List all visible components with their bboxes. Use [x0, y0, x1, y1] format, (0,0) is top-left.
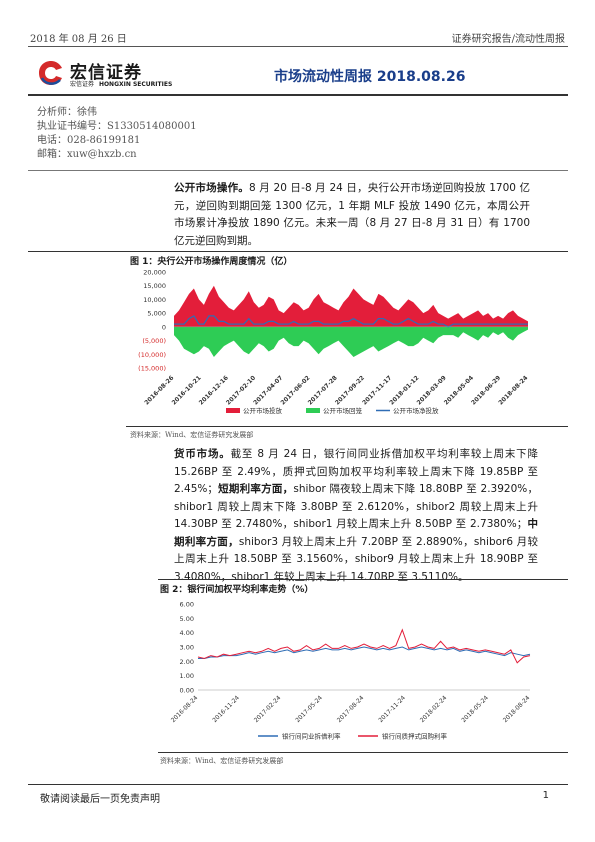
analyst-phone: 电话：028-86199181: [37, 135, 141, 146]
analyst-rule: [28, 170, 568, 171]
figure2-bottom-rule: [158, 752, 568, 753]
short-rate-lead: 短期利率方面，: [217, 483, 294, 495]
y-tick-label: 3.00: [180, 644, 194, 652]
legend-label: 公开市场回笼: [323, 406, 363, 415]
report-date: 2018 年 08 月 26 日: [30, 34, 127, 45]
x-tick-label: 2018-02-24: [419, 694, 449, 724]
series-line-net: [174, 315, 528, 328]
y-tick-label: 5,000: [147, 310, 166, 318]
series-line-0: [198, 646, 531, 659]
x-tick-label: 2018-05-24: [460, 694, 490, 724]
legend-swatch-0: [226, 408, 240, 413]
section-money-market-p2: shibor 隔夜较上周末下降 18.80BP 至 2.3920%，shibor…: [174, 483, 538, 530]
header-title-rule: [28, 94, 568, 96]
x-tick-label: 2017-05-24: [294, 694, 324, 724]
figure2-source: 资料来源：Wind、宏信证券研究发展部: [160, 757, 284, 765]
y-tick-label: 4.00: [180, 629, 194, 637]
figure1-source: 资料来源：Wind、宏信证券研究发展部: [130, 431, 254, 439]
figure2-chart: 6.00 5.00 4.00 3.00 2.00 1.00 0.00 2016-08-24 20…: [158, 596, 558, 748]
report-title: 市场流动性周报 2018.08.26: [274, 69, 466, 85]
figure1-svg: 20,000 15,000 10,000 5,000 0 (5,000) (10,000) (…: [138, 269, 529, 416]
logo-name-en: HONGXIN SECURITIES: [98, 81, 173, 88]
y-tick-label: 6.00: [180, 601, 194, 609]
y-tick-label: 0.00: [180, 687, 194, 695]
y-tick-label: 15,000: [143, 282, 166, 290]
footer-disclaimer[interactable]: 敬请阅读最后一页免责声明: [40, 794, 160, 805]
analyst-email[interactable]: 邮箱：xuw@hxzb.cn: [37, 149, 137, 160]
logo-name-cn: 宏信证券: [70, 63, 142, 83]
section-open-market-body: 8 月 20 日-8 月 24 日，央行公开市场逆回购投放 1700 亿元，逆回…: [174, 182, 530, 247]
series-area-1: [174, 326, 528, 357]
figure1-top-rule: [28, 251, 568, 252]
series-line-1: [197, 628, 531, 664]
section-open-market: 公开市场操作。8 月 20 日-8 月 24 日，央行公开市场逆回购投放 170…: [174, 180, 530, 250]
analyst-cert: 执业证书编号：S1330514080001: [37, 121, 197, 132]
x-tick-label: 2016-08-24: [170, 694, 200, 724]
report-category: 证券研究报告/流动性周报: [451, 34, 565, 45]
analyst-name: 分析师：徐伟: [37, 107, 97, 118]
section-open-market-lead: 公开市场操作。: [174, 182, 250, 194]
figure1-bottom-rule: [126, 426, 568, 427]
y-tick-label: (5,000): [142, 337, 166, 345]
y-tick-label: 20,000: [143, 269, 166, 277]
x-tick-label: 2017-02-24: [253, 694, 283, 724]
x-tick-label: 2017-11-24: [377, 694, 407, 724]
y-tick-label: 10,000: [143, 296, 166, 304]
figure1-chart: 20,000 15,000 10,000 5,000 0 (5,000) (10,000) (…: [126, 266, 546, 426]
y-tick-label: 5.00: [180, 615, 194, 623]
figure1-title: 图 1：央行公开市场操作周度情况（亿）: [130, 257, 293, 267]
mid-rate-lead: 中期利率方面，: [174, 518, 538, 548]
page-number: 1: [542, 790, 549, 801]
section-money-market-lead: 货币市场。: [174, 448, 231, 460]
x-tick-label: 2017-08-24: [336, 694, 366, 724]
legend-label: 银行间同业拆借利率: [282, 732, 341, 741]
y-tick-label: (15,000): [138, 365, 166, 373]
section-money-market-p1: 截至 8 月 24 日，银行间同业拆借加权平均利率较上周末下降 15.26BP …: [174, 448, 538, 495]
header-top-rule: [28, 46, 568, 47]
figure2-top-rule: [158, 579, 568, 580]
series-area-0: [174, 285, 528, 327]
x-tick-label: 2018-08-24: [502, 694, 532, 724]
legend-label: 公开市场投放: [243, 406, 283, 415]
section-money-market: 货币市场。截至 8 月 24 日，银行间同业拆借加权平均利率较上周末下降 15.…: [174, 446, 538, 586]
analyst-block: 分析师：徐伟 执业证书编号：S1330514080001 电话：028-8619…: [37, 106, 197, 162]
y-tick-label: (10,000): [138, 351, 166, 359]
y-tick-label: 0: [162, 323, 166, 331]
logo-sub-cn: 宏信证券: [70, 81, 95, 88]
legend-label: 公开市场净投放: [393, 406, 439, 415]
legend-label: 银行间质押式回购利率: [382, 732, 448, 741]
y-tick-label: 2.00: [180, 658, 194, 666]
x-tick-label: 2018-08-24: [497, 374, 529, 406]
x-tick-label: 2016-11-24: [211, 694, 241, 724]
footer-rule: [28, 784, 568, 785]
legend-swatch-1: [306, 408, 320, 413]
y-tick-label: 1.00: [180, 672, 194, 680]
figure2-title: 图 2：银行间加权平均利率走势（%）: [160, 585, 314, 595]
company-logo: 宏信证券 宏信证券 HONGXIN SECURITIES: [36, 56, 172, 96]
logo-mark-icon: [39, 61, 62, 85]
logo-subtext: 宏信证券 HONGXIN SECURITIES: [70, 79, 172, 88]
